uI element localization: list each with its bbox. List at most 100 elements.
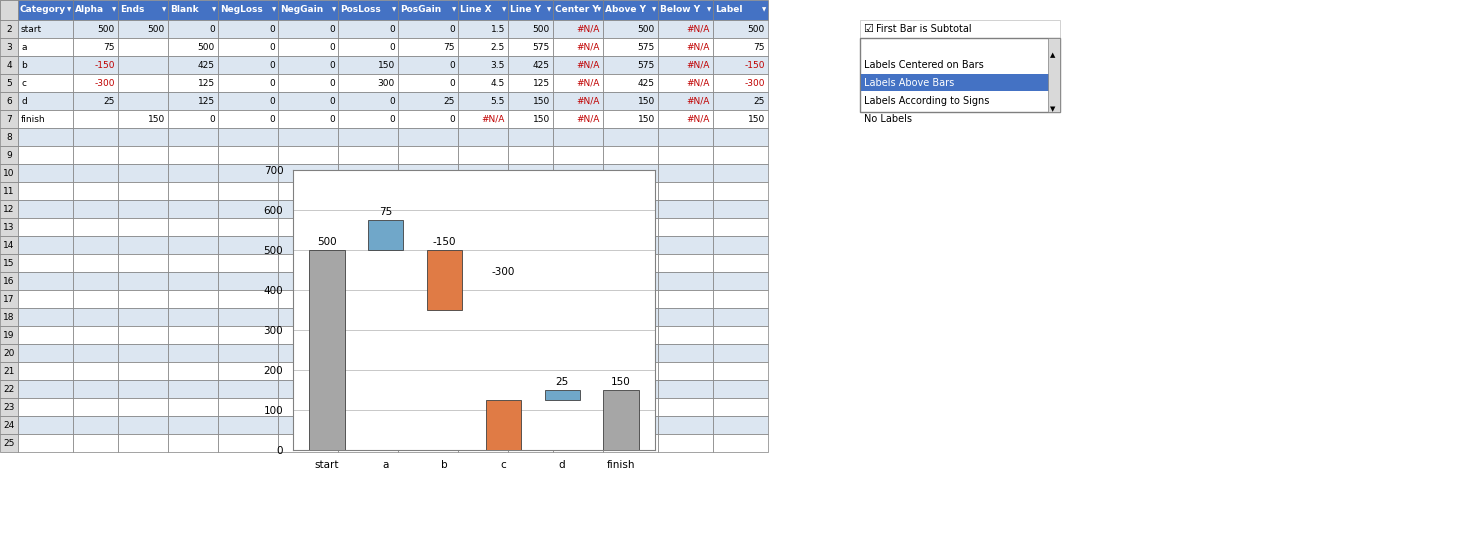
Bar	[339, 344, 399, 362]
Bar	[458, 218, 508, 236]
Bar	[553, 290, 603, 308]
Text: 0: 0	[390, 42, 396, 52]
Text: Line X: Line X	[460, 5, 492, 14]
Bar	[168, 200, 218, 218]
Bar	[18, 74, 73, 92]
Bar	[399, 146, 458, 164]
Bar	[603, 308, 658, 326]
Bar	[218, 290, 277, 308]
Bar	[168, 362, 218, 380]
Text: 2: 2	[6, 25, 12, 33]
Bar	[168, 254, 218, 272]
Bar	[73, 416, 118, 434]
Text: #N/A: #N/A	[577, 42, 600, 52]
Bar	[339, 218, 399, 236]
Text: ▼: ▼	[707, 8, 711, 12]
Text: ▲: ▲	[1050, 52, 1056, 58]
Bar	[508, 434, 553, 452]
Bar	[553, 38, 603, 56]
Bar	[118, 434, 168, 452]
Bar	[658, 326, 712, 344]
Bar	[553, 182, 603, 200]
Text: b: b	[20, 61, 26, 69]
Text: 500: 500	[533, 25, 550, 33]
Bar	[658, 38, 712, 56]
Bar	[712, 398, 768, 416]
Bar	[18, 254, 73, 272]
Text: #N/A: #N/A	[577, 97, 600, 105]
Text: Line Y: Line Y	[510, 5, 542, 14]
Text: Labels Above Bars: Labels Above Bars	[864, 78, 955, 88]
Bar	[118, 380, 168, 398]
Bar	[603, 200, 658, 218]
Bar	[553, 20, 603, 38]
Bar	[508, 326, 553, 344]
Bar	[73, 236, 118, 254]
Bar	[218, 254, 277, 272]
Bar	[168, 182, 218, 200]
Text: 0: 0	[450, 61, 456, 69]
Bar	[508, 344, 553, 362]
Bar	[658, 344, 712, 362]
Bar	[0, 236, 18, 254]
Bar	[0, 74, 18, 92]
Text: 25: 25	[753, 97, 765, 105]
Text: ▼: ▼	[112, 8, 117, 12]
Text: Label: Label	[715, 5, 743, 14]
Text: 3: 3	[6, 42, 12, 52]
Bar	[18, 56, 73, 74]
Bar	[118, 308, 168, 326]
Text: 5: 5	[6, 78, 12, 88]
Bar	[18, 200, 73, 218]
Bar	[603, 110, 658, 128]
Bar	[73, 0, 118, 20]
Bar	[658, 110, 712, 128]
Bar	[339, 398, 399, 416]
Bar	[168, 380, 218, 398]
Text: 0: 0	[450, 114, 456, 124]
Bar	[218, 344, 277, 362]
Bar	[658, 56, 712, 74]
Bar	[399, 290, 458, 308]
Bar	[658, 200, 712, 218]
Bar	[508, 218, 553, 236]
Bar	[399, 0, 458, 20]
Bar	[458, 128, 508, 146]
Bar	[712, 200, 768, 218]
Bar	[399, 254, 458, 272]
Text: 25: 25	[104, 97, 115, 105]
Bar	[712, 38, 768, 56]
Text: #N/A: #N/A	[686, 61, 710, 69]
Text: 21: 21	[3, 366, 15, 375]
Bar	[277, 236, 339, 254]
Bar	[603, 38, 658, 56]
Bar	[399, 272, 458, 290]
Text: 0: 0	[269, 42, 274, 52]
Bar	[168, 56, 218, 74]
Bar	[458, 380, 508, 398]
Bar	[508, 56, 553, 74]
Bar	[73, 254, 118, 272]
Bar	[553, 110, 603, 128]
Bar	[486, 400, 521, 520]
Bar	[339, 434, 399, 452]
Bar	[277, 182, 339, 200]
Text: #N/A: #N/A	[686, 25, 710, 33]
Text: Blank: Blank	[169, 5, 199, 14]
Bar	[118, 290, 168, 308]
Bar	[118, 398, 168, 416]
Bar	[508, 236, 553, 254]
Bar	[458, 0, 508, 20]
Text: 75: 75	[753, 42, 765, 52]
Text: 150: 150	[638, 114, 656, 124]
Bar	[658, 128, 712, 146]
Bar	[73, 272, 118, 290]
Bar	[118, 0, 168, 20]
Bar	[339, 164, 399, 182]
Bar	[0, 0, 18, 20]
Text: ▼: ▼	[212, 8, 216, 12]
Text: 0: 0	[269, 97, 274, 105]
Bar	[860, 20, 1060, 38]
Bar	[712, 0, 768, 20]
Bar	[658, 236, 712, 254]
